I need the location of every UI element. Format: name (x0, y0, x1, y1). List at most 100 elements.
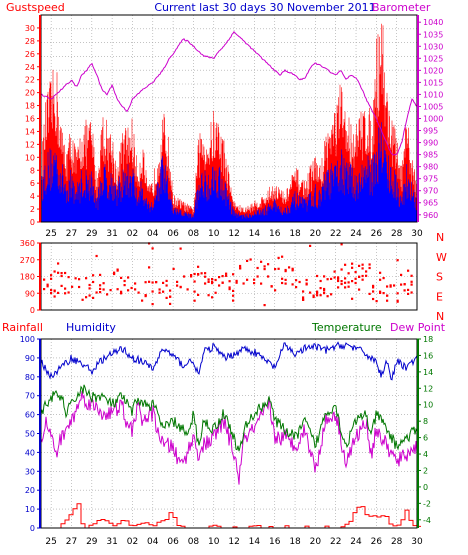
wind-direction-point (218, 284, 221, 287)
wind-direction-point (204, 275, 207, 278)
wind-direction-point (204, 282, 207, 285)
wind-direction-point (221, 275, 224, 278)
wind-direction-point (302, 298, 305, 301)
baro-axis-label: 1000 (423, 115, 443, 124)
temperature-axis-label: 14 (423, 368, 433, 377)
wind-direction-point (368, 292, 371, 295)
wind-direction-point (207, 278, 210, 281)
wind-direction-point (295, 286, 298, 289)
wind-direction-point (347, 285, 350, 288)
wind-direction-point (239, 264, 242, 268)
wind-direction-point (235, 279, 238, 282)
baro-axis-label: 975 (423, 175, 438, 184)
wind-direction-point (120, 292, 123, 295)
wind-direction-series (43, 242, 413, 307)
wind-direction-point (340, 282, 343, 286)
baro-axis-label: 995 (423, 127, 438, 136)
wind-direction-point (379, 278, 382, 281)
wind-direction-point (375, 300, 378, 303)
wind-direction-point (172, 267, 175, 270)
wind-direction-point (53, 295, 56, 298)
wind-panel-date-label: 25 (45, 229, 56, 239)
wind-direction-point (148, 280, 151, 283)
wind-direction-point (225, 274, 228, 277)
wind-direction-point (46, 285, 49, 288)
wind-direction-point (165, 296, 168, 299)
wind-direction-point (50, 274, 53, 277)
wind-direction-point (396, 292, 399, 295)
wind-direction-point (155, 281, 158, 284)
wind-direction-point (382, 277, 385, 280)
wind-direction-point (179, 285, 182, 288)
climate-panel-date-label: 12 (228, 537, 239, 547)
wind-direction-point (337, 276, 340, 279)
wind-direction-point (211, 278, 214, 281)
wind-direction-point (60, 274, 63, 278)
climate-panel-date-label: 24 (350, 537, 362, 547)
climate-panel-date-label: 28 (391, 537, 403, 547)
wind-direction-point (221, 281, 224, 284)
wind-direction-point (295, 279, 298, 282)
wind-direction-point (183, 275, 186, 278)
wind-direction-point (400, 283, 403, 286)
wind-direction-point (288, 266, 291, 269)
wind-direction-point (281, 281, 284, 285)
wind-direction-point (358, 264, 361, 267)
wind-direction-point (57, 262, 60, 265)
baro-axis-label: 1005 (423, 102, 443, 111)
wind-direction-point (344, 263, 347, 266)
gust-axis-label: 24 (25, 63, 35, 72)
gustspeed-label: Gustspeed (6, 1, 65, 14)
wind-direction-point (165, 284, 168, 287)
wind-direction-point (330, 293, 333, 296)
temperature-axis-label: 2 (423, 466, 428, 475)
wind-direction-point (407, 288, 410, 291)
wind-direction-point (298, 280, 301, 284)
wind-direction-point (113, 272, 116, 276)
wind-direction-point (361, 267, 364, 270)
wind-direction-point (281, 255, 284, 258)
climate-panel-date-label: 16 (269, 537, 281, 547)
temperature-label: Temperature (311, 321, 382, 334)
wind-panel-date-label: 24 (350, 229, 362, 239)
wind-direction-point (386, 299, 389, 302)
humidity-axis-label: 80 (25, 373, 35, 382)
wind-direction-point (358, 288, 361, 291)
wind-direction-point (60, 272, 63, 275)
chart-title: Current last 30 days 30 November 2011 (154, 1, 375, 14)
wind-direction-point (64, 271, 67, 275)
wind-direction-point (267, 263, 270, 266)
wind-direction-point (361, 274, 364, 278)
barometer-label: Barometer (372, 1, 431, 14)
baro-axis-label: 1010 (423, 90, 443, 99)
wind-direction-point (211, 280, 214, 283)
wind-direction-point (407, 269, 410, 272)
wind-direction-point (207, 280, 210, 283)
wind-direction-point (158, 288, 161, 291)
wind-direction-point (337, 279, 340, 283)
climate-panel-date-label: 20 (310, 537, 322, 547)
wind-direction-point (67, 291, 70, 294)
wind-direction-point (60, 284, 63, 287)
wind-direction-point (92, 296, 95, 299)
rainfall-series (41, 503, 421, 529)
wind-direction-point (403, 289, 406, 292)
wind-direction-point (106, 293, 109, 296)
baro-axis-label: 980 (423, 163, 438, 172)
wind-direction-point (53, 270, 56, 273)
wind-panel-date-label: 18 (289, 229, 301, 239)
wind-direction-point (88, 283, 91, 287)
wind-direction-point (344, 281, 347, 284)
baro-axis-label: 970 (423, 187, 438, 196)
wind-direction-point (309, 291, 312, 294)
humidity-axis-label: 50 (25, 430, 35, 439)
wind-direction-point (379, 290, 382, 293)
wind-direction-point (340, 243, 343, 246)
wind-direction-point (130, 286, 133, 290)
wind-direction-point (351, 280, 354, 283)
wind-direction-point (354, 271, 357, 274)
baro-axis-label: 1035 (423, 30, 443, 39)
wind-direction-point (284, 278, 287, 281)
wind-direction-point (190, 275, 193, 278)
gust-axis-label: 20 (25, 89, 35, 98)
